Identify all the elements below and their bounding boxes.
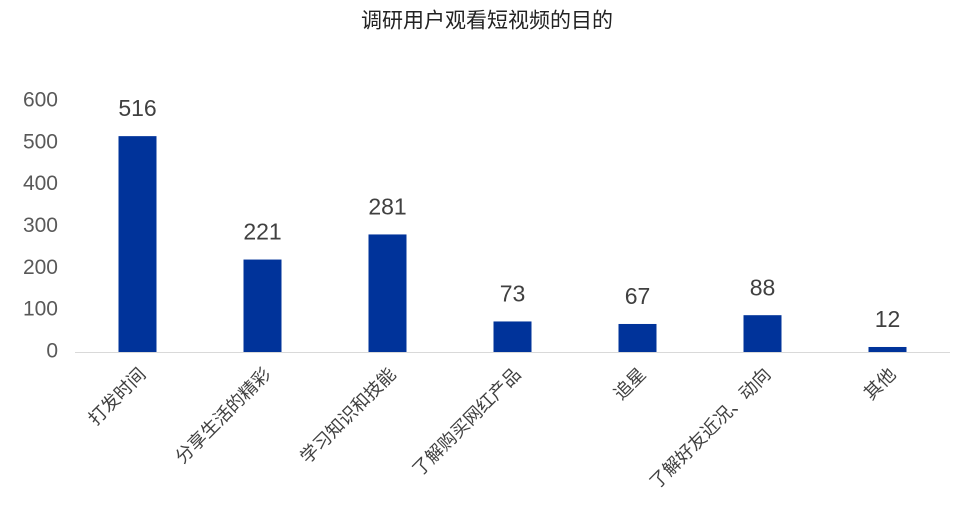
y-tick-label: 500: [23, 130, 58, 153]
data-label: 516: [118, 95, 156, 121]
bar: [868, 346, 907, 352]
y-tick-label: 200: [23, 256, 58, 279]
data-label: 88: [750, 274, 776, 300]
bar: [743, 315, 782, 352]
y-tick-label: 400: [23, 172, 58, 195]
data-label: 12: [875, 306, 901, 332]
x-tick-label: 学习知识和技能: [296, 364, 399, 467]
x-tick-label: 分享生活的精彩: [171, 364, 274, 467]
bar: [618, 323, 657, 352]
bar: [493, 321, 532, 352]
y-tick-label: 600: [23, 89, 58, 112]
data-label: 73: [500, 281, 526, 307]
data-label: 281: [368, 194, 406, 220]
bar: [243, 259, 282, 352]
x-tick-label: 追星: [610, 364, 650, 404]
data-label: 221: [243, 219, 281, 245]
chart-title: 调研用户观看短视频的目的: [361, 10, 613, 33]
x-tick-label: 打发时间: [85, 364, 150, 429]
bar: [118, 136, 157, 352]
x-tick-label: 了解购买网红产品: [409, 364, 525, 480]
bar: [368, 234, 407, 352]
y-tick-label: 300: [23, 214, 58, 237]
data-label: 67: [625, 283, 651, 309]
x-tick-label: 了解好友近况、动向: [646, 364, 775, 493]
x-tick-label: 其他: [860, 364, 900, 404]
y-tick-label: 100: [23, 298, 58, 321]
y-tick-label: 0: [46, 340, 58, 363]
